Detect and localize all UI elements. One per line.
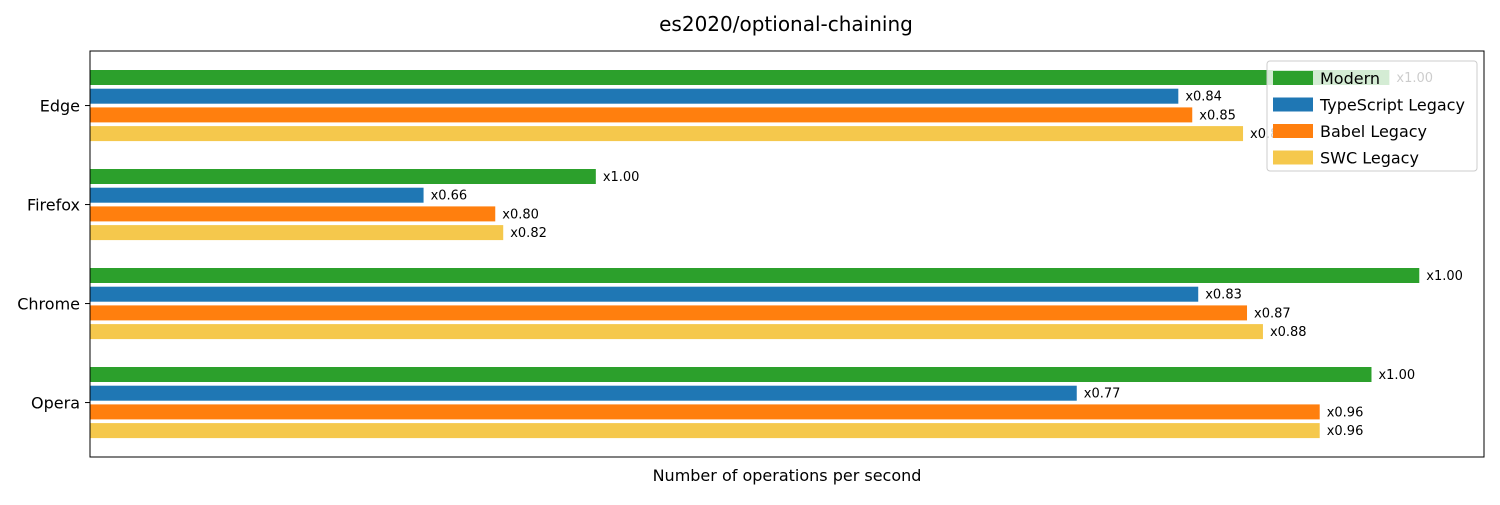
x-axis-label: Number of operations per second — [653, 466, 922, 485]
bar-firefox-2 — [90, 206, 496, 222]
bar-chrome-1 — [90, 286, 1199, 302]
bar-opera-3 — [90, 423, 1320, 439]
bar-opera-1 — [90, 385, 1077, 401]
data-label-firefox-0: x1.00 — [603, 170, 640, 185]
bar-chrome-2 — [90, 305, 1248, 321]
data-label-opera-3: x0.96 — [1327, 424, 1364, 439]
plot-frame — [89, 50, 1485, 458]
legend-swatch-1 — [1273, 97, 1313, 112]
legend-swatch-2 — [1273, 124, 1313, 138]
data-label-chrome-3: x0.88 — [1270, 325, 1307, 340]
bar-chrome-3 — [90, 324, 1263, 340]
bar-firefox-0 — [90, 169, 596, 184]
y-tick-label-edge: Edge — [40, 97, 80, 116]
data-label-opera-0: x1.00 — [1378, 368, 1415, 383]
y-tick-label-chrome: Chrome — [17, 295, 80, 314]
bar-edge-2 — [90, 107, 1193, 123]
plot-area: x1.00x0.84x0.85x0.89x1.00x0.66x0.80x0.82… — [90, 70, 1463, 439]
legend: Modern TypeScript Legacy Babel Legacy SWC L… — [1266, 60, 1478, 172]
data-label-chrome-0: x1.00 — [1426, 269, 1463, 284]
legend-label-0: Modern — [1320, 69, 1380, 88]
legend-swatch-3 — [1273, 150, 1313, 165]
y-axis: Edge Firefox Chrome Opera — [17, 97, 90, 413]
y-tick-label-opera: Opera — [31, 394, 80, 413]
data-label-chrome-2: x0.87 — [1254, 306, 1291, 321]
data-label-edge-1: x0.84 — [1185, 90, 1222, 105]
bar-opera-0 — [90, 367, 1372, 382]
data-label-firefox-2: x0.80 — [502, 207, 539, 222]
bar-opera-2 — [90, 404, 1320, 420]
data-label-edge-2: x0.85 — [1199, 108, 1236, 123]
data-label-opera-1: x0.77 — [1084, 387, 1121, 402]
legend-label-2: Babel Legacy — [1320, 122, 1427, 141]
bar-edge-3 — [90, 126, 1244, 142]
bar-firefox-3 — [90, 225, 504, 241]
data-label-chrome-1: x0.83 — [1205, 288, 1242, 303]
bar-firefox-1 — [90, 187, 424, 203]
legend-swatch-0 — [1273, 71, 1313, 85]
bar-edge-1 — [90, 88, 1179, 104]
y-tick-label-firefox: Firefox — [27, 196, 80, 215]
data-label-opera-2: x0.96 — [1327, 405, 1364, 420]
bar-chrome-0 — [90, 268, 1420, 283]
legend-box — [1266, 60, 1478, 172]
bar-edge-0 — [90, 70, 1390, 85]
data-label-firefox-1: x0.66 — [431, 189, 468, 204]
data-label-firefox-3: x0.82 — [510, 226, 547, 241]
legend-label-1: TypeScript Legacy — [1319, 96, 1465, 115]
legend-label-3: SWC Legacy — [1320, 149, 1419, 168]
chart-title: es2020/optional-chaining — [659, 12, 913, 36]
